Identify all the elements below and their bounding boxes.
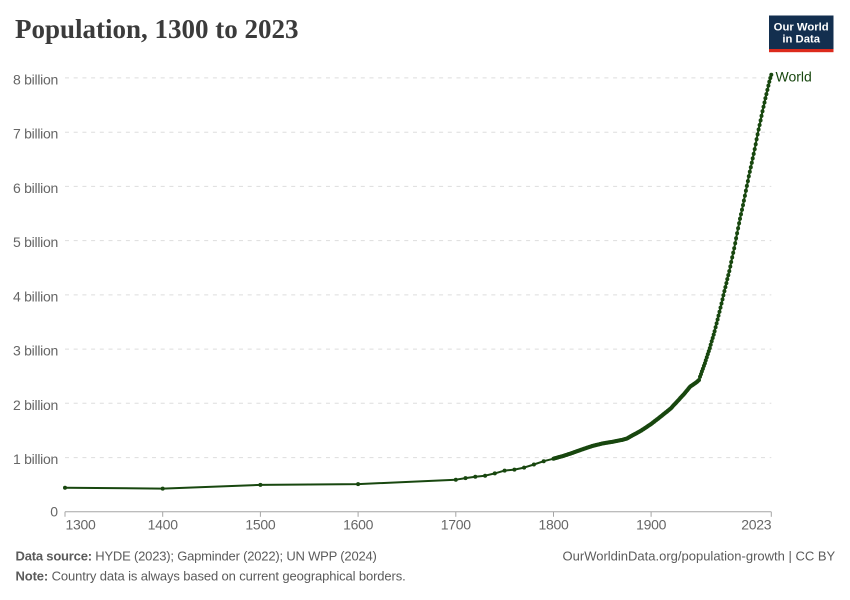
svg-text:5 billion: 5 billion (13, 234, 58, 250)
svg-text:2023: 2023 (741, 517, 772, 533)
svg-text:1400: 1400 (148, 517, 179, 533)
svg-text:Population, 1300 to 2023: Population, 1300 to 2023 (15, 14, 299, 44)
svg-text:in Data: in Data (782, 34, 820, 46)
svg-text:2 billion: 2 billion (13, 397, 58, 413)
svg-text:7 billion: 7 billion (13, 126, 58, 142)
svg-text:1 billion: 1 billion (13, 451, 58, 467)
svg-text:World: World (776, 68, 812, 84)
svg-text:1900: 1900 (636, 517, 667, 533)
svg-text:1700: 1700 (441, 517, 472, 533)
svg-text:1800: 1800 (538, 517, 569, 533)
svg-text:0: 0 (50, 504, 58, 520)
svg-text:Our World: Our World (774, 22, 829, 34)
svg-text:1500: 1500 (245, 517, 276, 533)
svg-text:3 billion: 3 billion (13, 343, 58, 359)
svg-text:Data source: HYDE (2023); Gapm: Data source: HYDE (2023); Gapminder (202… (16, 548, 377, 563)
svg-text:4 billion: 4 billion (13, 288, 58, 304)
svg-text:OurWorldinData.org/population-: OurWorldinData.org/population-growth | C… (563, 548, 836, 563)
svg-text:6 billion: 6 billion (13, 180, 58, 196)
svg-text:1300: 1300 (66, 517, 97, 533)
svg-text:1600: 1600 (343, 517, 374, 533)
svg-text:Note: Country data is always b: Note: Country data is always based on cu… (16, 568, 406, 583)
svg-text:8 billion: 8 billion (13, 71, 58, 87)
